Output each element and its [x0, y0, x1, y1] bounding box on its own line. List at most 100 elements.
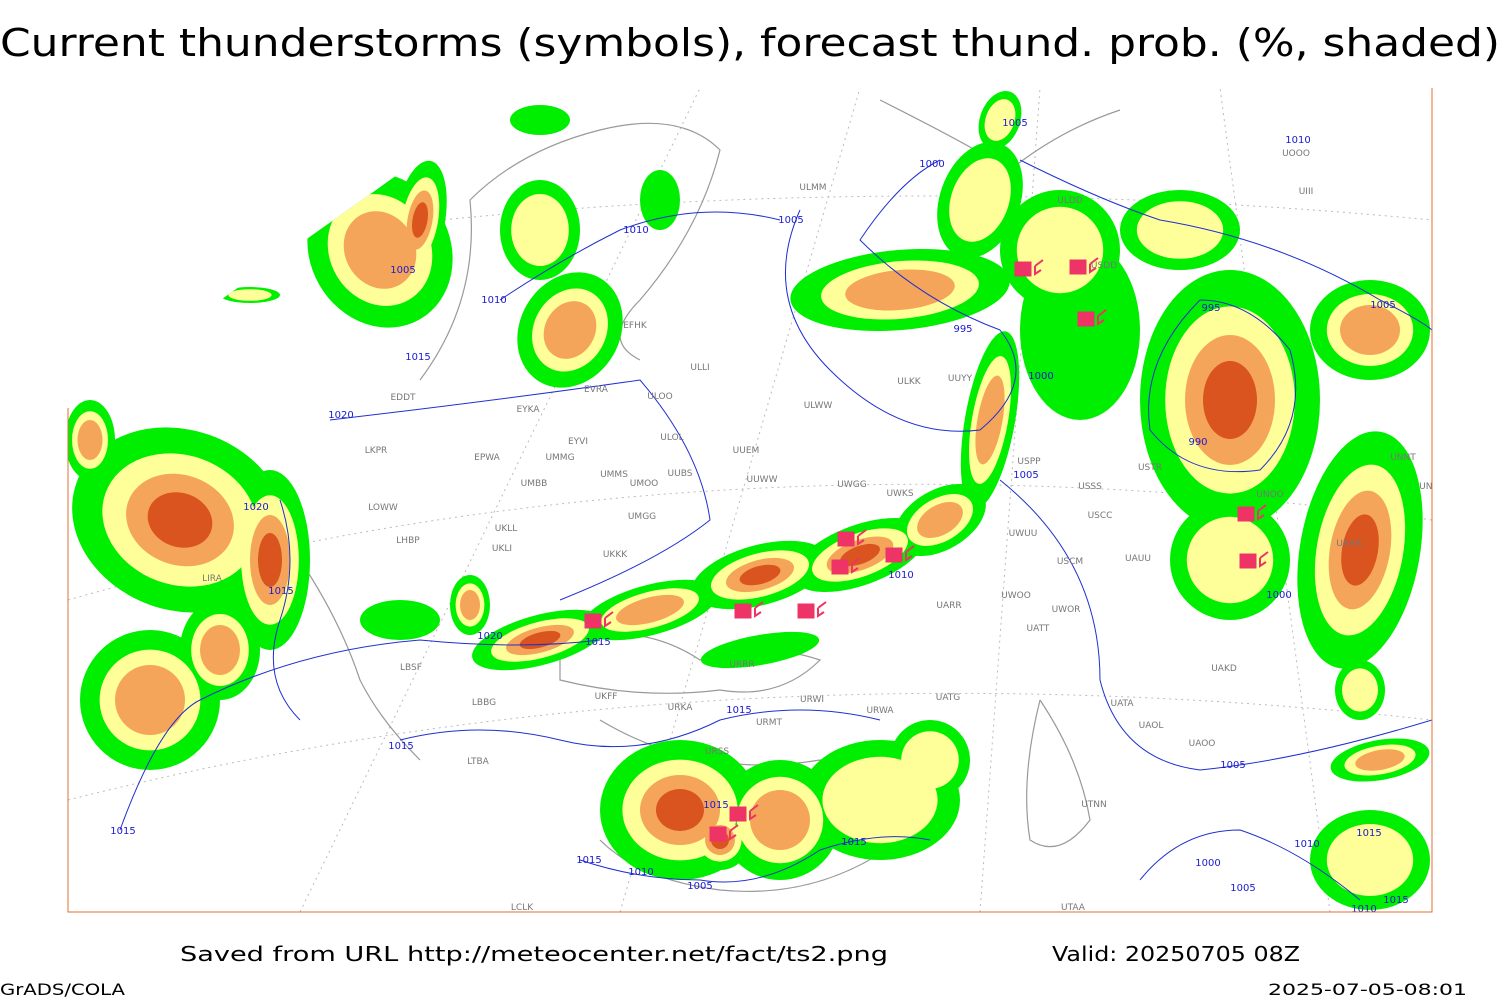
source-url: Saved from URL http://meteocenter.net/fa…	[180, 942, 888, 966]
storm-symbol	[729, 806, 747, 822]
shading-area	[1016, 206, 1104, 294]
shading-area	[543, 301, 597, 359]
software: GrADS/COLA	[0, 980, 125, 999]
station-label: UATG	[936, 693, 961, 703]
station-label: UNBB	[1419, 482, 1445, 492]
shading-area	[1203, 361, 1257, 439]
storm-symbol	[857, 529, 867, 546]
station-label: EPWA	[474, 453, 501, 463]
station-label: UAKD	[1211, 664, 1237, 674]
station-label: EFHK	[623, 321, 648, 331]
storm-symbol	[1259, 551, 1269, 568]
station-label: UWUU	[1009, 529, 1038, 539]
station-label: ULOL	[660, 433, 683, 443]
storm-symbol	[905, 545, 915, 562]
station-label: UAOL	[1139, 721, 1164, 731]
storm-symbol	[1089, 257, 1099, 274]
storm-symbol	[749, 804, 759, 821]
storm-symbol	[604, 611, 614, 628]
isobar-label: 1000	[1028, 371, 1053, 382]
station-label: UWOR	[1052, 605, 1081, 615]
shading-area	[1342, 668, 1378, 712]
station-label: ULLI	[690, 363, 709, 373]
isobar-label: 1010	[481, 295, 506, 306]
station-label: LBSF	[400, 663, 422, 673]
station-label: URMT	[756, 718, 783, 728]
shading-area	[411, 202, 429, 238]
isobar-label: 995	[1201, 303, 1220, 314]
shading-area	[750, 790, 810, 850]
station-label: UMBB	[521, 479, 548, 489]
isobar-label: 1010	[1351, 904, 1376, 915]
station-label: UARR	[936, 601, 961, 611]
station-label: ULDD	[1057, 196, 1083, 206]
storm-symbols	[584, 257, 1269, 842]
station-label: UUEM	[733, 446, 760, 456]
station-label: UWGG	[837, 480, 866, 490]
storm-symbol	[797, 603, 815, 619]
station-label: USCM	[1057, 557, 1083, 567]
storm-symbol	[1077, 311, 1095, 327]
shading-area	[360, 600, 440, 640]
shading-area	[975, 375, 1005, 465]
shading-area	[1136, 201, 1224, 259]
storm-symbol	[817, 601, 827, 618]
station-label: URRR	[729, 660, 754, 670]
isobar-label: 1015	[585, 637, 610, 648]
isobar-label: 1000	[1195, 858, 1220, 869]
timestamp: 2025-07-05-08:01	[1268, 980, 1467, 999]
station-label: EDDT	[390, 393, 416, 403]
isobar-label: 1005	[390, 265, 415, 276]
station-label: URSS	[705, 747, 730, 757]
station-label: ULWW	[804, 401, 833, 411]
isobar-label: 1010	[1285, 135, 1310, 146]
station-label: USCC	[1088, 511, 1113, 521]
isobar-label: 1005	[1220, 760, 1245, 771]
isobar-label: 990	[1188, 437, 1207, 448]
shading-area	[984, 99, 1016, 141]
shading-area	[1355, 749, 1405, 771]
isobar-label: 1015	[405, 352, 430, 363]
title: Current thunderstorms (symbols), forecas…	[0, 21, 1500, 65]
storm-symbol	[1237, 506, 1255, 522]
isobar-label: 1010	[628, 867, 653, 878]
station-label: UKKK	[603, 550, 628, 560]
storm-symbol	[709, 826, 727, 842]
station-label: UATA	[1110, 699, 1134, 709]
storm-symbol	[1097, 309, 1107, 326]
shading-area	[1341, 514, 1379, 586]
shading-area	[510, 105, 570, 135]
storm-symbol	[754, 601, 764, 618]
map-plot: 1005 1010 1000 1005 1010 1005 1010 1005 995 995 10…	[68, 88, 1445, 915]
isobar-label: 1020	[328, 410, 353, 421]
station-label: URWI	[800, 695, 824, 705]
station-label: UKFF	[595, 692, 618, 702]
isobar-label: 1010	[1294, 839, 1319, 850]
isobar-label: 995	[953, 324, 972, 335]
isobar-label: 1005	[1230, 883, 1255, 894]
isobar-label: 1015	[576, 855, 601, 866]
storm-symbol	[1239, 553, 1257, 569]
shading-area	[1340, 305, 1400, 355]
isobar-label: 1005	[1013, 470, 1038, 481]
station-label: LKPR	[365, 446, 388, 456]
shading-area	[228, 289, 272, 301]
storm-symbol	[831, 559, 849, 575]
storm-symbol	[851, 557, 861, 574]
station-label: UNNT	[1390, 453, 1416, 463]
isobar-label: 1015	[1356, 828, 1381, 839]
shading-area	[640, 170, 680, 230]
station-label: UAUU	[1125, 554, 1151, 564]
station-label: EYVI	[568, 437, 588, 447]
station-label: UKLL	[495, 524, 518, 534]
station-label: UUWW	[747, 475, 778, 485]
storm-symbol	[1014, 261, 1032, 277]
shading-area	[460, 590, 480, 620]
station-label: UMMS	[600, 470, 628, 480]
station-label: LIRA	[202, 574, 223, 584]
shading-area	[115, 665, 185, 735]
station-label: EYKA	[516, 405, 540, 415]
shading-area	[77, 420, 103, 460]
station-label: EVRA	[584, 385, 609, 395]
